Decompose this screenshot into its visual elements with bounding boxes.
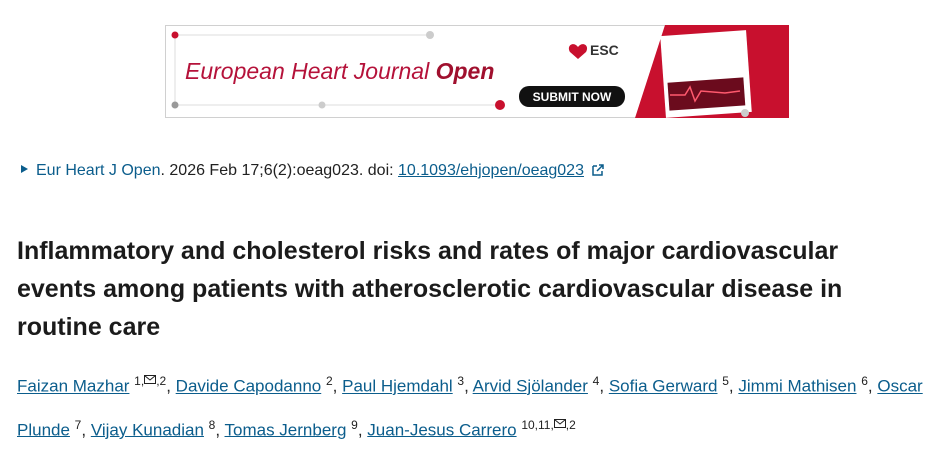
author-affiliations: 2 — [326, 374, 333, 388]
journal-name-open: Open — [436, 58, 495, 84]
cover-ecg — [670, 85, 741, 103]
deco-dot — [171, 31, 179, 39]
citation: Eur Heart J Open. 2026 Feb 17;6(2):oeag0… — [20, 162, 605, 180]
affiliation-number: 2 — [325, 374, 333, 388]
author-affiliations: 7 — [75, 418, 82, 432]
deco-dot — [495, 100, 505, 110]
author-separator: , — [599, 376, 605, 396]
author-link[interactable]: Arvid Sjölander — [472, 376, 588, 396]
author-link[interactable]: Jimmi Mathisen — [738, 376, 857, 396]
affiliation-number: 5 — [722, 374, 729, 388]
external-link-icon — [592, 164, 605, 176]
cover-image — [667, 77, 746, 111]
affiliation-number: 6 — [861, 374, 868, 388]
author-separator: , — [728, 376, 734, 396]
author-list: Faizan Mazhar 1, ,2, Davide Capodanno 2, … — [17, 362, 942, 449]
author-link[interactable]: Davide Capodanno — [175, 376, 322, 396]
author-link[interactable]: Tomas Jernberg — [224, 420, 347, 440]
submit-button[interactable] — [519, 86, 625, 107]
author-affiliations: 6 — [861, 374, 868, 388]
citation-details: . 2026 Feb 17;6(2):oeag023. doi: — [160, 162, 399, 179]
citation-marker — [21, 165, 28, 173]
author-link[interactable]: Juan-Jesus Carrero — [367, 420, 517, 440]
author-separator: , — [867, 376, 873, 396]
affiliation-number: 7 — [74, 417, 82, 432]
affiliation-number: 9 — [351, 417, 358, 432]
author-affiliations: 3 — [457, 374, 464, 388]
author-link[interactable]: Oscar Plunde — [17, 376, 923, 440]
doi-link[interactable]: 10.1093/ehjopen/oeag023 — [398, 162, 584, 179]
esc-logo — [568, 44, 588, 59]
deco-dot — [318, 101, 326, 109]
affiliation-number: ,2 — [565, 417, 576, 432]
journal-banner[interactable]: European Heart Journal Open ESC SUBMIT N… — [165, 25, 789, 118]
affiliation-number: 1, — [134, 374, 145, 388]
email-icon[interactable] — [144, 375, 157, 384]
journal-name: European Heart Journal Open — [185, 58, 494, 84]
affiliation-number: 8 — [208, 417, 216, 432]
affiliation-number: 3 — [457, 374, 465, 388]
submit-label[interactable]: SUBMIT NOW — [533, 90, 612, 104]
journal-name-main: European Heart Journal — [185, 58, 430, 84]
author-affiliations: 10,11, ,2 — [521, 418, 576, 432]
author-separator: , — [464, 376, 469, 396]
deco-dot — [741, 109, 749, 117]
affiliation-number: ,2 — [156, 374, 167, 388]
author-affiliations: 4 — [593, 374, 600, 388]
article-title: Inflammatory and cholesterol risks and r… — [17, 237, 843, 341]
author-link[interactable]: Sofia Gerward — [608, 376, 718, 396]
author-separator: , — [215, 420, 221, 440]
author-link[interactable]: Vijay Kunadian — [90, 420, 204, 440]
email-icon[interactable] — [553, 418, 566, 428]
author-separator: , — [332, 376, 338, 396]
deco-dot — [171, 101, 179, 109]
affiliation-number: 10,11, — [521, 417, 554, 432]
journal-link[interactable]: Eur Heart J Open — [36, 162, 161, 179]
author-link[interactable]: Faizan Mazhar — [17, 376, 130, 396]
author-affiliations: 8 — [209, 418, 216, 432]
deco-dot — [426, 31, 434, 39]
author-separator: , — [166, 376, 171, 396]
author-affiliations: 1, ,2 — [134, 374, 166, 388]
author-separator: , — [357, 420, 363, 440]
author-link[interactable]: Paul Hjemdahl — [342, 376, 453, 396]
esc-label: ESC — [590, 42, 619, 58]
author-affiliations: 5 — [722, 374, 729, 388]
author-affiliations: 9 — [351, 418, 358, 432]
affiliation-number: 4 — [592, 374, 600, 388]
author-separator: , — [81, 420, 87, 440]
